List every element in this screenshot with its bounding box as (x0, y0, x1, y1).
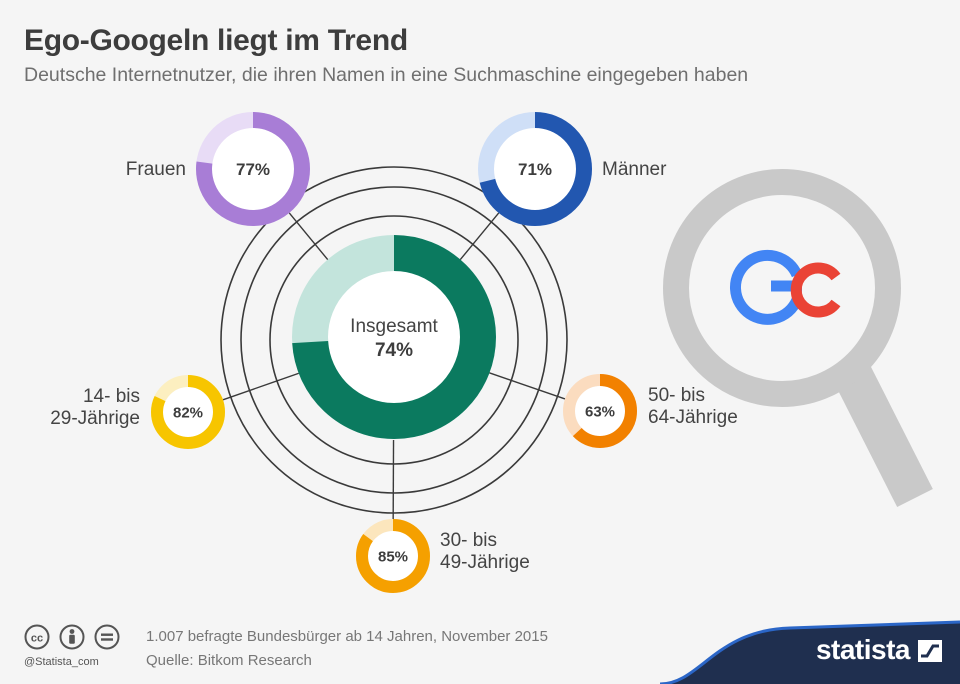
connector-lines (222, 212, 566, 520)
donut-frauen: 77% Frauen (126, 112, 310, 226)
donut-charts: 74% Insgesamt 77% Frauen 71% Männer 82% 14- bis… (50, 112, 738, 593)
outer-ring-2 (240, 186, 548, 494)
survey-note: 1.007 befragte Bundesbürger ab 14 Jahren… (146, 628, 548, 645)
cc-icon: cc (24, 624, 50, 650)
donut-value-arc-maenner (478, 112, 592, 226)
connector-age50_64 (488, 371, 566, 400)
donut-category-label-age14_29: 14- bis (83, 386, 140, 407)
brand-wave (660, 620, 960, 684)
donut-value-arc-age30_49 (356, 519, 430, 593)
svg-text:cc: cc (31, 633, 43, 645)
connector-frauen (288, 212, 331, 264)
connector-age14_29 (222, 372, 300, 401)
donut-center-maenner (494, 128, 576, 210)
donut-value-label-maenner: 71% (518, 160, 552, 179)
donut-value-arc-insgesamt (292, 235, 496, 439)
statista-logo-icon (918, 640, 942, 662)
donut-category-label-maenner: Männer (602, 159, 667, 180)
donut-insgesamt: 74% Insgesamt (292, 235, 496, 439)
page-title: Ego-Googeln liegt im Trend (24, 24, 408, 57)
donut-category-label-frauen: Frauen (126, 159, 186, 180)
statista-logo-text: statista (815, 634, 911, 665)
chart-graphic: 74% Insgesamt 77% Frauen 71% Männer 82% 14- bis… (50, 112, 933, 593)
outer-ring-1 (220, 166, 568, 514)
donut-category-label-age50_64: 50- bis (648, 385, 705, 406)
donut-value-arc-age50_64 (563, 374, 637, 448)
by-icon (59, 624, 85, 650)
donut-center-age50_64 (575, 386, 625, 436)
donut-center-insgesamt (328, 271, 460, 403)
donut-category-label-insgesamt: Insgesamt (350, 316, 438, 337)
donut-value-label-age14_29: 82% (173, 404, 203, 421)
donut-value-label-frauen: 77% (236, 160, 270, 179)
donut-value-arc-age14_29 (151, 375, 225, 449)
page-subtitle: Deutsche Internetnutzer, die ihren Namen… (24, 64, 749, 86)
footer: cc @Statista_com 1.007 befragte Bundesbü… (0, 612, 960, 684)
google-o-icon (790, 262, 841, 318)
donut-center-age14_29 (163, 387, 213, 437)
nd-icon (94, 624, 120, 650)
magnifier-illustration (663, 169, 933, 508)
donut-maenner: 71% Männer (478, 112, 667, 226)
donut-category-label-age50_64: 64-Jährige (648, 407, 738, 428)
donut-value-label-insgesamt: 74% (375, 340, 413, 361)
donut-value-label-age30_49: 85% (378, 548, 408, 565)
connector-maenner (457, 212, 500, 264)
donut-category-label-age30_49: 49-Jährige (440, 552, 530, 573)
license-icons: cc (24, 624, 120, 650)
donut-category-label-age14_29: 29-Jährige (50, 408, 140, 429)
donut-category-label-age30_49: 30- bis (440, 530, 497, 551)
source-note: Quelle: Bitkom Research (146, 652, 312, 669)
statista-brand[interactable]: statista (660, 612, 960, 684)
donut-value-label-age50_64: 63% (585, 403, 615, 420)
donut-value-arc-frauen (196, 112, 310, 226)
donut-center-frauen (212, 128, 294, 210)
donut-center-age30_49 (368, 531, 418, 581)
statista-handle[interactable]: @Statista_com (24, 656, 99, 668)
google-g-icon (730, 249, 804, 325)
